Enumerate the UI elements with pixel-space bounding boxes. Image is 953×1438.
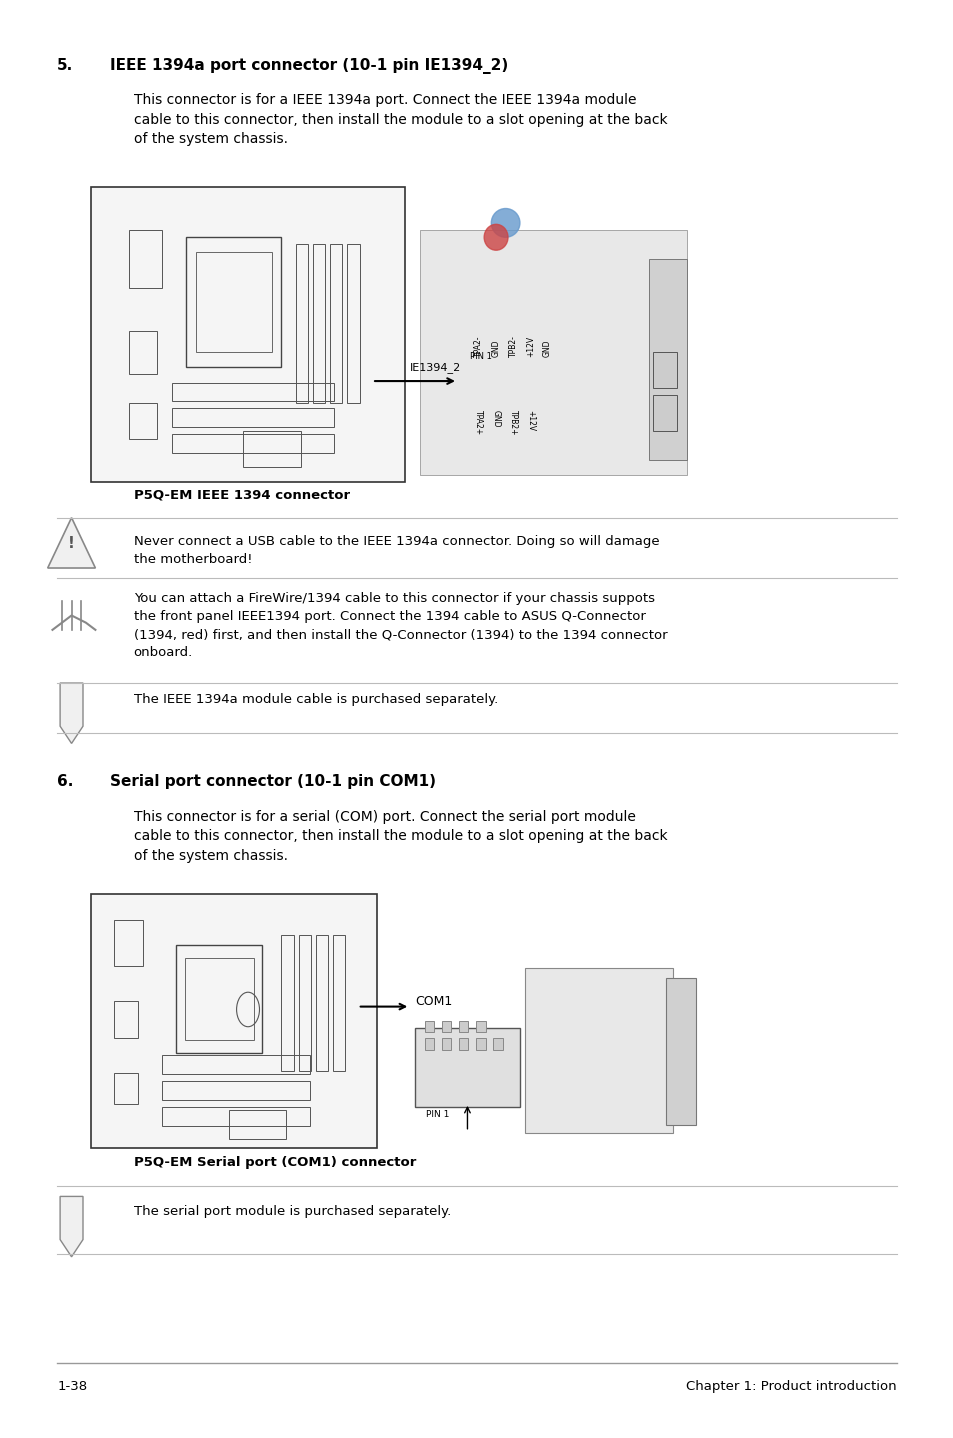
Bar [523, 362, 537, 406]
Text: TPA2+: TPA2+ [474, 410, 483, 434]
Bar [129, 230, 162, 288]
Bar [419, 230, 686, 475]
Text: TPB2+: TPB2+ [508, 410, 517, 436]
Bar [472, 362, 485, 406]
Bar [493, 1038, 502, 1050]
Bar [458, 1038, 468, 1050]
Text: Chapter 1: Product introduction: Chapter 1: Product introduction [685, 1380, 896, 1393]
Polygon shape [60, 1196, 83, 1257]
Bar [185, 958, 253, 1040]
Text: GND: GND [491, 410, 500, 427]
Bar [298, 935, 311, 1071]
Bar [424, 1021, 434, 1032]
Text: This connector is for a serial (COM) port. Connect the serial port module
cable : This connector is for a serial (COM) por… [133, 810, 666, 863]
Bar [347, 244, 359, 403]
Text: TPA2-: TPA2- [474, 335, 483, 357]
Bar [172, 408, 334, 427]
Bar [665, 978, 696, 1125]
Text: P5Q-EM IEEE 1394 connector: P5Q-EM IEEE 1394 connector [133, 489, 350, 502]
Bar [653, 352, 677, 388]
Text: IE1394_2: IE1394_2 [410, 362, 461, 374]
Text: 6.: 6. [57, 774, 73, 788]
Bar [648, 259, 686, 460]
Bar [333, 935, 345, 1071]
Bar [441, 1038, 451, 1050]
Bar [243, 431, 300, 467]
Text: The serial port module is purchased separately.: The serial port module is purchased sepa… [133, 1205, 451, 1218]
Text: PIN 1: PIN 1 [470, 352, 492, 361]
Text: IEEE 1394a port connector (10-1 pin IE1394_2): IEEE 1394a port connector (10-1 pin IE13… [110, 58, 507, 73]
Bar [162, 1055, 310, 1074]
Bar [281, 935, 294, 1071]
Bar [441, 1021, 451, 1032]
Bar [524, 968, 672, 1133]
Text: +12V: +12V [525, 410, 535, 431]
Bar [295, 244, 308, 403]
Bar [91, 894, 376, 1148]
Text: You can attach a FireWire/1394 cable to this connector if your chassis suppots
t: You can attach a FireWire/1394 cable to … [133, 592, 666, 660]
Ellipse shape [483, 224, 507, 250]
Text: Never connect a USB cable to the IEEE 1394a connector. Doing so will damage
the : Never connect a USB cable to the IEEE 13… [133, 535, 659, 567]
Bar [476, 1021, 485, 1032]
Bar [476, 1038, 485, 1050]
Bar [162, 1081, 310, 1100]
Bar [186, 237, 281, 367]
Bar [129, 331, 157, 374]
Bar [162, 1107, 310, 1126]
Bar [114, 920, 143, 966]
Polygon shape [48, 518, 95, 568]
Bar [172, 383, 334, 401]
Bar [424, 1038, 434, 1050]
Text: GND: GND [491, 339, 500, 357]
Bar [176, 945, 262, 1053]
Bar [229, 1110, 286, 1139]
Bar [195, 252, 272, 352]
Polygon shape [60, 683, 83, 743]
Text: +12V: +12V [525, 335, 535, 357]
Bar [330, 244, 342, 403]
Text: Serial port connector (10-1 pin COM1): Serial port connector (10-1 pin COM1) [110, 774, 436, 788]
Bar [91, 187, 405, 482]
Text: TPB2-: TPB2- [508, 335, 517, 357]
Bar [489, 362, 502, 406]
Bar [114, 1073, 138, 1104]
Bar [129, 403, 157, 439]
Text: 5.: 5. [57, 58, 73, 72]
Bar [540, 362, 554, 406]
Bar [458, 1021, 468, 1032]
Text: This connector is for a IEEE 1394a port. Connect the IEEE 1394a module
cable to : This connector is for a IEEE 1394a port.… [133, 93, 666, 147]
Text: !: ! [68, 536, 75, 551]
Text: The IEEE 1394a module cable is purchased separately.: The IEEE 1394a module cable is purchased… [133, 693, 497, 706]
Bar [114, 1001, 138, 1038]
Text: P5Q-EM Serial port (COM1) connector: P5Q-EM Serial port (COM1) connector [133, 1156, 416, 1169]
Text: 1-38: 1-38 [57, 1380, 88, 1393]
Bar [313, 244, 325, 403]
Text: PIN 1: PIN 1 [426, 1110, 450, 1119]
Text: GND: GND [542, 339, 552, 357]
Bar [172, 434, 334, 453]
Text: COM1: COM1 [415, 995, 452, 1008]
Bar [506, 362, 519, 406]
Bar [653, 395, 677, 431]
Bar [415, 1028, 519, 1107]
Ellipse shape [491, 209, 519, 237]
Bar [315, 935, 328, 1071]
